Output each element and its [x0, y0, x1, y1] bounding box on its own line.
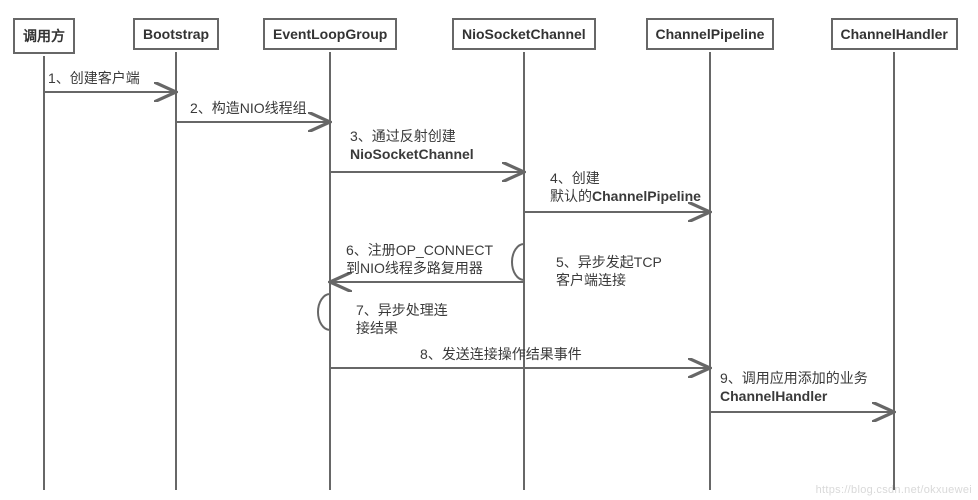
message-8-label: 8、发送连接操作结果事件 — [420, 346, 582, 364]
message-5-label: 5、异步发起TCP客户端连接 — [556, 254, 662, 289]
lifeline-bootstrap — [175, 52, 177, 490]
message-1-label: 1、创建客户端 — [48, 70, 140, 88]
participant-caller: 调用方 — [13, 18, 75, 54]
participant-ch: ChannelHandler — [831, 18, 958, 50]
participant-elg: EventLoopGroup — [263, 18, 397, 50]
message-4-label: 4、创建默认的ChannelPipeline — [550, 170, 701, 205]
lifeline-ch — [893, 52, 895, 490]
message-6-label: 6、注册OP_CONNECT到NIO线程多路复用器 — [346, 242, 493, 277]
message-9-label: 9、调用应用添加的业务ChannelHandler — [720, 370, 868, 405]
participant-nsc: NioSocketChannel — [452, 18, 596, 50]
lifeline-caller — [43, 56, 45, 490]
message-2-label: 2、构造NIO线程组 — [190, 100, 307, 118]
participant-cp: ChannelPipeline — [646, 18, 775, 50]
participant-bootstrap: Bootstrap — [133, 18, 219, 50]
lifeline-elg — [329, 52, 331, 490]
lifeline-cp — [709, 52, 711, 490]
message-7-label: 7、异步处理连接结果 — [356, 302, 448, 337]
message-3-label: 3、通过反射创建NioSocketChannel — [350, 128, 474, 163]
lifeline-nsc — [523, 52, 525, 490]
